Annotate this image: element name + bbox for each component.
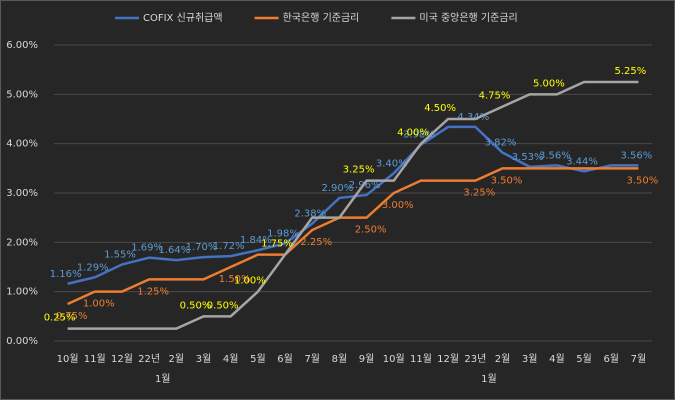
series-line — [67, 125, 639, 285]
data-label: 1.00% — [234, 276, 266, 287]
y-tick-label: 6.00% — [6, 40, 38, 51]
data-label: 1.64% — [158, 245, 190, 256]
data-label: 1.69% — [131, 243, 163, 254]
x-tick-label: 3월 — [196, 353, 212, 365]
data-label: 1.55% — [104, 250, 136, 261]
x-tick-label: 11월 — [84, 353, 106, 365]
y-tick-label: 0.00% — [6, 336, 38, 347]
x-tick-label: 2월 — [169, 353, 185, 365]
x-tick-label: 5월 — [576, 353, 592, 365]
legend-label: 미국 중앙은행 기준금리 — [419, 12, 517, 24]
series-line — [67, 80, 639, 330]
x-tick-label: 6월 — [603, 353, 619, 365]
x-tick-label: 4월 — [223, 353, 239, 365]
x-tick-label: 3월 — [522, 353, 538, 365]
x-tick-label: 12월 — [437, 353, 459, 365]
data-label: 3.53% — [512, 152, 544, 163]
x-tick-label: 7월 — [631, 353, 647, 365]
data-label: 1.70% — [186, 242, 218, 253]
data-label: 3.50% — [491, 175, 523, 186]
y-tick-label: 1.00% — [6, 287, 38, 298]
data-label: 3.82% — [485, 138, 517, 149]
y-tick-label: 2.00% — [6, 237, 38, 248]
x-tick-label: 12월 — [111, 353, 133, 365]
data-label: 1.72% — [213, 241, 245, 252]
data-label: 2.38% — [294, 209, 326, 220]
data-label: 3.40% — [376, 158, 408, 169]
data-label: 0.50% — [207, 300, 239, 311]
data-label: 3.25% — [463, 188, 495, 199]
data-label: 5.00% — [533, 78, 565, 89]
x-tick-label: 6월 — [277, 353, 293, 365]
y-tick-label: 4.00% — [6, 139, 38, 150]
x-tick-label: 10월 — [383, 353, 405, 365]
data-label: 2.90% — [322, 183, 354, 194]
x-tick-label: 10월 — [57, 353, 79, 365]
x-tick-label: 7월 — [304, 353, 320, 365]
data-label: 0.25% — [44, 313, 76, 324]
data-label: 3.56% — [621, 150, 653, 161]
legend-label: 한국은행 기준금리 — [283, 12, 360, 24]
data-label: 1.25% — [137, 286, 169, 297]
data-label: 5.25% — [615, 66, 647, 77]
data-label: 4.75% — [479, 91, 511, 102]
data-label: 3.56% — [539, 150, 571, 161]
x-tick-label: 23년 1월 — [464, 353, 496, 385]
data-label: 3.25% — [343, 165, 375, 176]
data-label: 3.00% — [382, 200, 414, 211]
data-label: 2.25% — [300, 237, 332, 248]
data-label: 1.50% — [219, 274, 251, 285]
data-label: 0.50% — [180, 300, 212, 311]
x-tick-label: 8월 — [332, 353, 348, 365]
x-tick-label: 11월 — [410, 353, 432, 365]
x-tick-label: 2월 — [495, 353, 511, 365]
x-tick-label: 9월 — [359, 353, 375, 365]
data-label: 1.75% — [261, 239, 293, 250]
legend-label: COFIX 신규취급액 — [143, 12, 223, 24]
data-label: 1.16% — [50, 269, 82, 280]
data-label: 3.44% — [566, 156, 598, 167]
data-label: 1.00% — [83, 299, 115, 310]
data-label: 1.84% — [240, 235, 272, 246]
data-label: 1.98% — [267, 228, 299, 239]
data-label: 4.00% — [397, 128, 429, 139]
series-line — [67, 167, 639, 306]
x-tick-label: 5월 — [250, 353, 266, 365]
data-label: 0.75% — [56, 311, 88, 322]
data-label: 3.50% — [627, 175, 659, 186]
data-label: 4.34% — [457, 112, 489, 123]
x-tick-label: 4월 — [549, 353, 565, 365]
y-tick-label: 3.00% — [6, 188, 38, 199]
data-label: 3.98% — [403, 130, 435, 141]
data-label: 1.29% — [77, 262, 109, 273]
x-tick-label: 22년 1월 — [138, 353, 170, 385]
data-label: 2.50% — [355, 225, 387, 236]
y-tick-label: 5.00% — [6, 89, 38, 100]
data-label: 4.50% — [424, 103, 456, 114]
